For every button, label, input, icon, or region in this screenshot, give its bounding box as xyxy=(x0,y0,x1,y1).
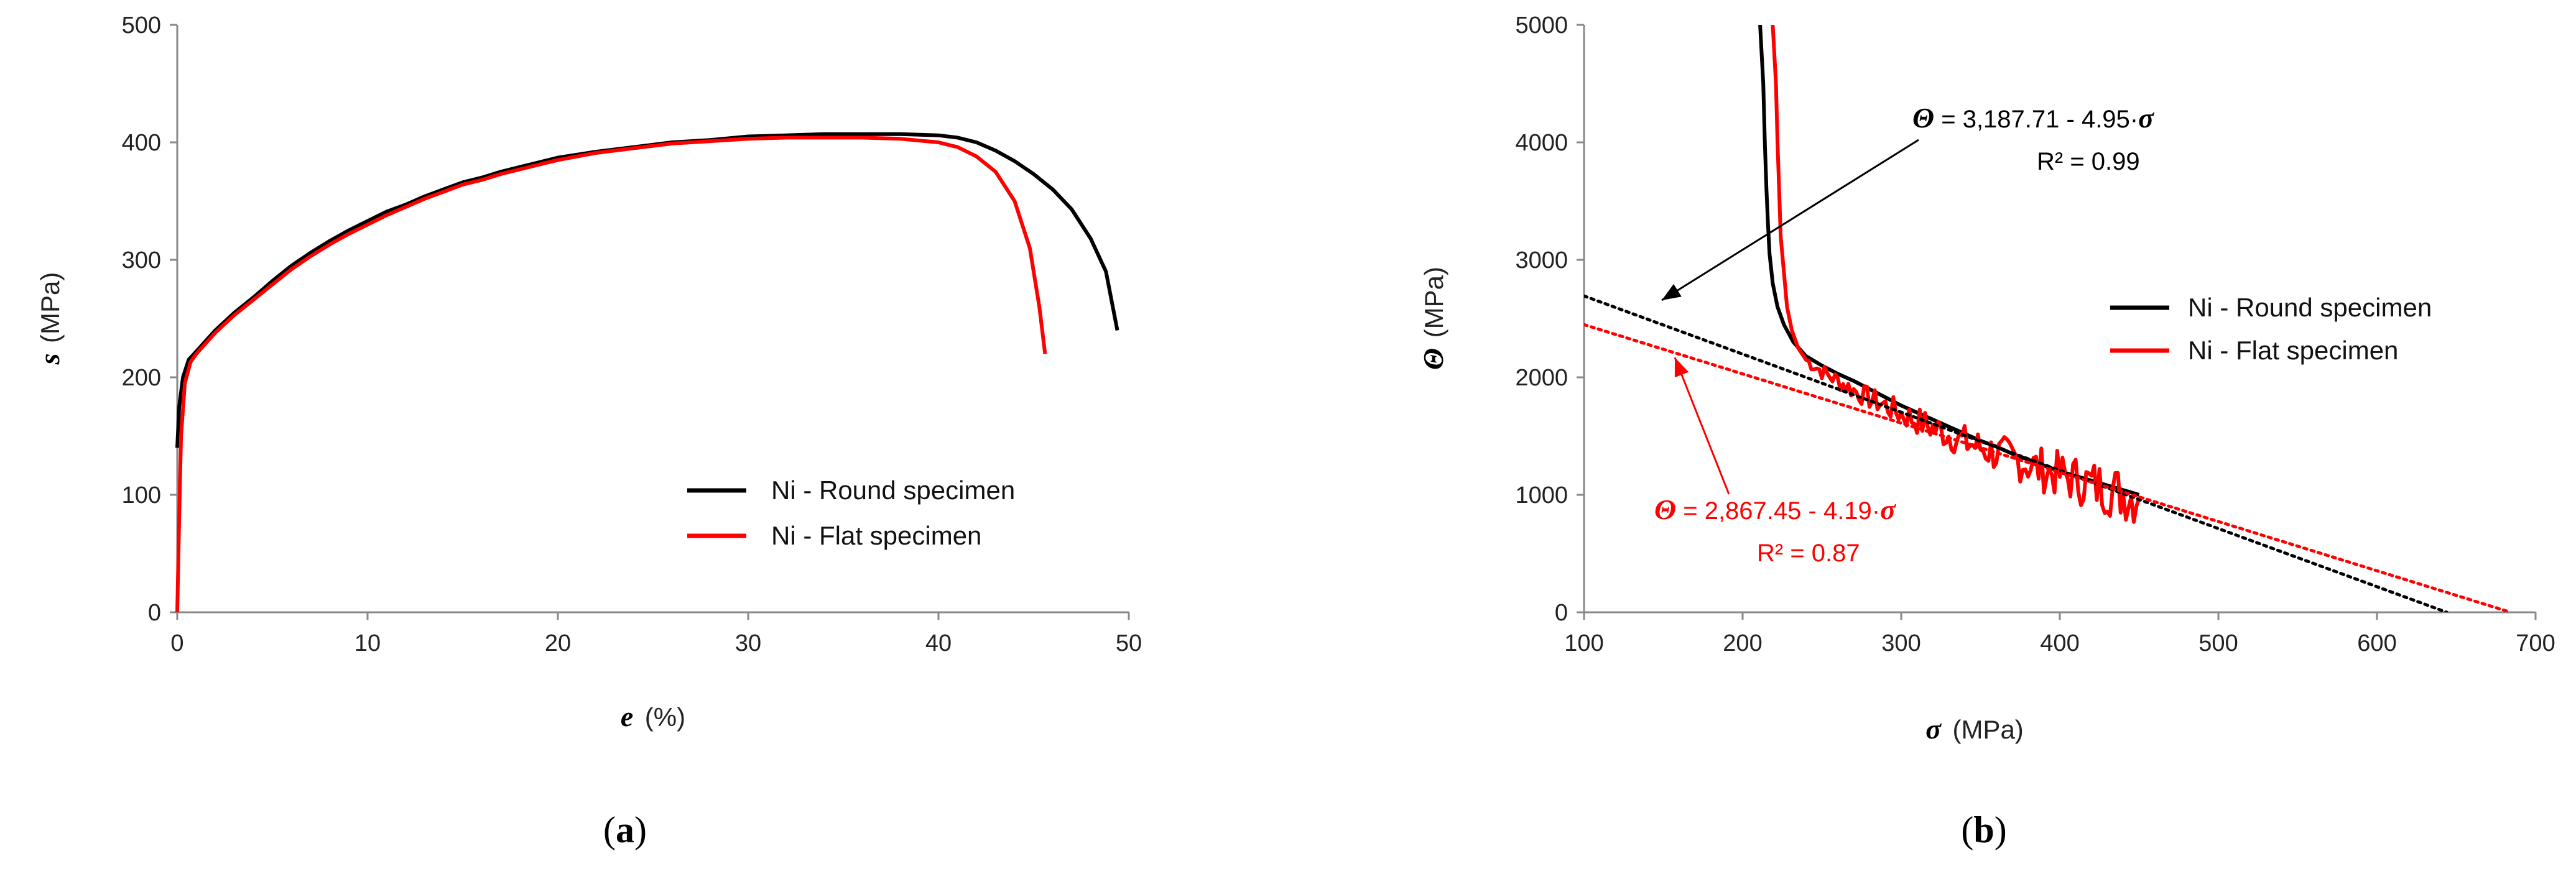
fit-equation-flat-text: Θ = 2,867.45 - 4.19·σ xyxy=(1654,494,1896,525)
eq-round-body: = 3,187.71 - 4.95· xyxy=(1934,106,2138,133)
y-tick-label-a: 500 xyxy=(122,12,161,39)
y-tick-label-a: 200 xyxy=(122,365,161,391)
x-tick-label-a: 0 xyxy=(170,630,183,656)
x-tick-label-a: 30 xyxy=(735,630,761,656)
x-tick-label-b: 200 xyxy=(1723,630,1762,656)
y-tick-label-b: 5000 xyxy=(1515,12,1568,39)
legend-label-flat-b: Ni - Flat specimen xyxy=(2188,336,2398,365)
x-tick-label-b: 600 xyxy=(2357,630,2396,656)
y-axis-label-b: Θ (MPa) xyxy=(1417,267,1449,370)
x-tick-label-b: 400 xyxy=(2040,630,2079,656)
y-tick-label-a: 400 xyxy=(122,130,161,156)
x-tick-label-a: 10 xyxy=(354,630,381,656)
panel-label-a: (a) xyxy=(603,809,647,850)
panel-letter-a: a xyxy=(616,809,634,850)
series-b xyxy=(1584,25,2512,612)
y-tick-label-a: 100 xyxy=(122,482,161,508)
y-tick-label-b: 0 xyxy=(1555,600,1568,626)
x-symbol-b: σ xyxy=(1925,713,1942,745)
series-a xyxy=(175,132,1119,613)
arrow-flat-head xyxy=(1674,357,1689,378)
eq-flat-var: σ xyxy=(1880,494,1896,525)
fit-equation-round-text: Θ = 3,187.71 - 4.95·σ xyxy=(1912,102,2154,134)
eq-flat-symbol: Θ xyxy=(1654,494,1676,525)
x-tick-label-b: 700 xyxy=(2516,630,2555,656)
x-tick-label-a: 40 xyxy=(925,630,952,656)
x-unit-b: (MPa) xyxy=(1952,715,2023,744)
legend-a: Ni - Round specimen Ni - Flat specimen xyxy=(687,476,1015,550)
panel-label-b: (b) xyxy=(1961,809,2006,850)
eq-round-symbol: Θ xyxy=(1912,102,1934,134)
y-tick-label-a: 300 xyxy=(122,247,161,274)
fit-equation-flat: Θ = 2,867.45 - 4.19·σ R² = 0.87 xyxy=(1654,494,1896,567)
fit-r2-flat: R² = 0.87 xyxy=(1757,540,1860,567)
x-symbol-a: e xyxy=(621,701,633,732)
x-unit-a: (%) xyxy=(645,702,685,732)
panel-letter-b: b xyxy=(1973,809,1994,850)
y-tick-label-b: 3000 xyxy=(1515,247,1568,274)
y-tick-label-a: 0 xyxy=(148,600,161,626)
fit-r2-round: R² = 0.99 xyxy=(2037,148,2140,175)
arrow-round xyxy=(1661,139,1919,301)
series-line-a-0 xyxy=(175,132,1119,448)
x-tick-label-a: 50 xyxy=(1116,630,1142,656)
y-tick-label-b: 2000 xyxy=(1515,365,1568,391)
fit-line-b-3 xyxy=(1584,323,2512,612)
x-tick-label-b: 300 xyxy=(1881,630,1920,656)
plot-area-b xyxy=(1584,25,2536,612)
eq-flat-body: = 2,867.45 - 4.19· xyxy=(1676,497,1880,525)
arrow-round-head xyxy=(1662,283,1682,300)
fit-equation-round: Θ = 3,187.71 - 4.95·σ R² = 0.99 xyxy=(1912,102,2154,175)
x-axis-label-b: σ (MPa) xyxy=(1925,713,2024,745)
x-tick-label-b: 100 xyxy=(1564,630,1603,656)
y-symbol-b: Θ xyxy=(1417,348,1449,370)
series-line-a-1 xyxy=(175,136,1047,613)
chart-b: 100 200 300 400 500 600 700 0 1000 2000 3000 4000 50… xyxy=(1417,12,2555,850)
y-symbol-a: s xyxy=(34,353,65,365)
y-tick-label-b: 4000 xyxy=(1515,130,1568,156)
legend-label-flat-a: Ni - Flat specimen xyxy=(771,521,981,550)
series-line-b-1 xyxy=(1771,25,2141,524)
x-tick-label-a: 20 xyxy=(545,630,571,656)
plot-area-a xyxy=(177,25,1129,612)
x-axis-label-a: e (%) xyxy=(621,701,685,732)
y-axis-label-a: s (MPa) xyxy=(34,272,65,366)
legend-label-round-b: Ni - Round specimen xyxy=(2188,293,2432,322)
fit-line-b-2 xyxy=(1584,294,2449,612)
y-unit-b: (MPa) xyxy=(1419,267,1448,338)
y-unit-a: (MPa) xyxy=(35,272,65,343)
ticks-b: 100 200 300 400 500 600 700 0 1000 2000 3000 4000 50… xyxy=(1515,12,2555,656)
x-tick-label-b: 500 xyxy=(2198,630,2238,656)
eq-round-var: σ xyxy=(2138,102,2154,134)
y-tick-label-b: 1000 xyxy=(1515,482,1568,508)
legend-b: Ni - Round specimen Ni - Flat specimen xyxy=(2110,293,2432,365)
annotation-arrows xyxy=(1661,139,1919,495)
legend-label-round-a: Ni - Round specimen xyxy=(771,476,1015,505)
arrow-flat xyxy=(1674,357,1730,495)
